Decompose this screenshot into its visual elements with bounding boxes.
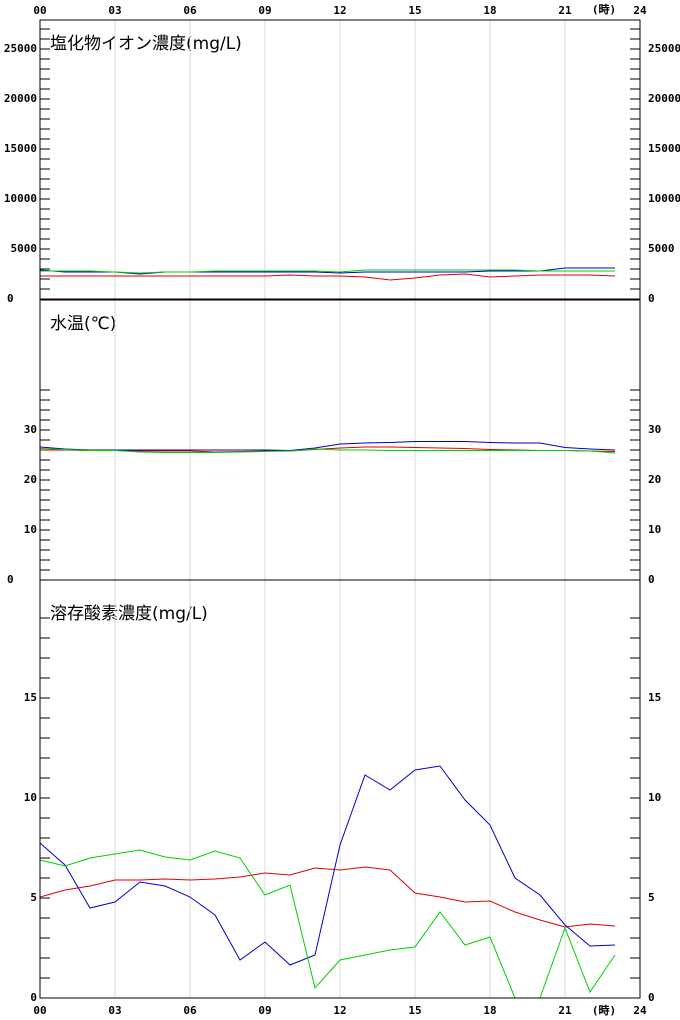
- y-tick-label: 0: [648, 991, 655, 1004]
- y-tick-label: 10: [648, 791, 661, 804]
- x-axis-unit: (時): [592, 1003, 616, 1017]
- x-tick-label: 06: [183, 4, 197, 17]
- y-tick-label: 20000: [648, 92, 680, 105]
- x-tick-label: 24: [633, 1004, 647, 1017]
- y-tick-label: 15: [24, 691, 37, 704]
- y-tick-label: 20000: [4, 92, 37, 105]
- chart-title: 水温(℃): [50, 314, 116, 334]
- x-tick-label: 15: [408, 4, 421, 17]
- x-tick-label: 18: [483, 1004, 496, 1017]
- y-tick-label: 0: [648, 573, 655, 586]
- x-tick-label: 09: [258, 1004, 271, 1017]
- y-tick-label: 15000: [648, 142, 680, 155]
- data-line: [39, 441, 616, 452]
- x-tick-label: 21: [558, 4, 572, 17]
- panel-frame: [39, 19, 641, 300]
- x-tick-label: 24: [633, 4, 647, 17]
- chart-title: 溶存酸素濃度(mg/L): [50, 604, 208, 624]
- y-tick-label: 15000: [4, 142, 37, 155]
- y-tick-label: 10: [648, 523, 661, 536]
- x-tick-label: 03: [108, 1004, 121, 1017]
- y-tick-label: 10000: [648, 192, 680, 205]
- data-line: [40, 269, 615, 274]
- y-tick-label: 5: [648, 891, 655, 904]
- y-tick-label: 5000: [648, 242, 675, 255]
- y-tick-label: 10: [24, 523, 37, 536]
- data-line: [39, 765, 616, 966]
- x-tick-label: 03: [108, 4, 121, 17]
- y-tick-label: 15: [648, 691, 661, 704]
- y-tick-label: 10: [24, 791, 37, 804]
- y-tick-label: 30: [648, 423, 661, 436]
- x-tick-label: 06: [183, 1004, 197, 1017]
- data-line: [39, 866, 616, 928]
- x-tick-label: 12: [333, 4, 346, 17]
- y-tick-label: 10000: [4, 192, 37, 205]
- y-tick-label: 0: [7, 573, 14, 586]
- y-tick-label: 0: [30, 991, 37, 1004]
- data-line: [39, 448, 616, 454]
- x-axis-unit: (時): [592, 2, 616, 16]
- x-tick-label: 21: [558, 1004, 572, 1017]
- y-tick-label: 25000: [648, 42, 680, 55]
- panel-frame: [39, 579, 641, 999]
- y-tick-label: 0: [7, 292, 14, 305]
- chart-title: 塩化物イオン濃度(mg/L): [50, 34, 242, 54]
- y-tick-label: 30: [24, 423, 37, 436]
- x-tick-label: 00: [33, 4, 46, 17]
- x-tick-label: 18: [483, 4, 496, 17]
- data-line: [39, 267, 615, 275]
- data-line: [40, 273, 616, 281]
- y-tick-label: 20: [24, 473, 37, 486]
- y-tick-label: 5000: [11, 242, 38, 255]
- x-tick-label: 12: [333, 1004, 346, 1017]
- x-tick-label: 15: [408, 1004, 421, 1017]
- x-tick-label: 09: [258, 4, 271, 17]
- y-tick-label: 0: [648, 292, 655, 305]
- y-tick-label: 25000: [4, 42, 37, 55]
- y-tick-label: 5: [30, 891, 37, 904]
- x-tick-label: 00: [33, 1004, 46, 1017]
- y-tick-label: 20: [648, 473, 661, 486]
